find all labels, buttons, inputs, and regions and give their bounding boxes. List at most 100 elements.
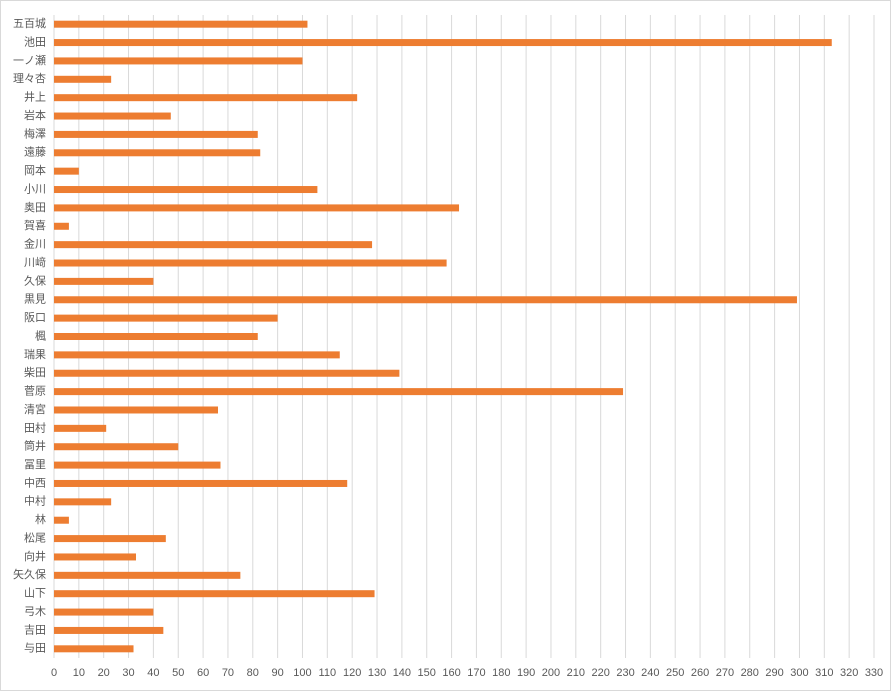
x-tick-label: 200 (542, 667, 560, 679)
y-tick-label: 瑞果 (24, 347, 46, 361)
bar (54, 241, 373, 249)
x-tick-label: 150 (418, 667, 436, 679)
bar (54, 608, 154, 616)
bar (54, 626, 164, 634)
y-tick-label: 一ノ瀬 (13, 53, 46, 67)
x-tick-label: 90 (272, 667, 284, 679)
y-tick-label: 弓木 (24, 605, 46, 618)
x-tick-label: 100 (293, 667, 311, 679)
y-tick-label: 田村 (24, 420, 46, 434)
y-tick-label: 岩本 (24, 108, 46, 122)
x-tick-label: 330 (865, 667, 883, 679)
y-tick-label: 筒井 (24, 439, 46, 453)
x-tick-label: 240 (641, 667, 659, 679)
bar (54, 186, 318, 194)
y-tick-label: 松尾 (24, 530, 46, 544)
y-tick-label: 川﨑 (24, 255, 46, 269)
x-tick-label: 220 (591, 667, 609, 679)
y-tick-label: 久保 (24, 273, 46, 287)
y-tick-label: 山下 (24, 587, 46, 600)
x-tick-label: 170 (467, 667, 485, 679)
y-tick-label: 賀喜 (24, 219, 46, 232)
y-tick-label: 理々杏 (13, 72, 46, 85)
bar (54, 479, 348, 487)
bar (54, 645, 134, 653)
bar (54, 149, 261, 157)
x-tick-label: 50 (172, 667, 184, 679)
bar (54, 167, 79, 175)
y-tick-label: 向井 (24, 549, 46, 563)
x-tick-label: 30 (122, 667, 134, 679)
bar (54, 369, 400, 377)
y-tick-label: 遠藤 (24, 146, 46, 159)
x-tick-label: 250 (666, 667, 684, 679)
bar (54, 20, 308, 28)
bar (54, 130, 258, 138)
x-tick-label: 140 (393, 667, 411, 679)
x-tick-label: 300 (790, 667, 808, 679)
x-tick-label: 320 (840, 667, 858, 679)
x-tick-label: 60 (197, 667, 209, 679)
bar (54, 461, 221, 469)
bar (54, 39, 832, 47)
x-tick-label: 0 (51, 667, 57, 679)
bar (54, 443, 179, 451)
x-tick-label: 190 (517, 667, 535, 679)
y-tick-label: 小川 (24, 182, 46, 195)
bar (54, 553, 136, 561)
y-tick-label: 中西 (24, 476, 46, 489)
x-tick-label: 180 (492, 667, 510, 679)
bar (54, 259, 447, 267)
y-tick-label: 楓 (35, 328, 46, 342)
y-tick-label: 菅原 (24, 385, 46, 398)
bar (54, 112, 171, 120)
bar (54, 75, 112, 83)
y-tick-label: 梅澤 (24, 126, 46, 140)
bar (54, 314, 278, 322)
y-tick-label: 五百城 (13, 17, 46, 30)
x-tick-label: 40 (147, 667, 159, 679)
bar (54, 333, 258, 340)
bar (54, 204, 460, 212)
bar (54, 94, 358, 102)
bar (54, 222, 69, 230)
bar (54, 424, 107, 432)
bar (54, 406, 218, 414)
bar (54, 296, 797, 304)
y-tick-label: 柴田 (24, 365, 46, 379)
y-tick-label: 井上 (24, 90, 46, 104)
bar (54, 535, 166, 543)
y-tick-label: 奥田 (24, 200, 46, 214)
x-tick-label: 210 (567, 667, 585, 679)
x-tick-label: 310 (815, 667, 833, 679)
bar (54, 351, 340, 359)
y-tick-label: 金川 (24, 237, 46, 251)
y-tick-label: 阪口 (24, 310, 46, 324)
x-tick-label: 290 (765, 667, 783, 679)
y-tick-label: 与田 (24, 642, 46, 655)
y-tick-label: 池田 (24, 35, 46, 48)
x-tick-label: 280 (741, 667, 759, 679)
y-tick-label: 吉田 (24, 623, 46, 636)
y-tick-label: 冨里 (24, 458, 46, 471)
bar (54, 516, 69, 524)
y-tick-label: 黒見 (24, 293, 46, 306)
bar (54, 498, 112, 506)
y-tick-label: 岡本 (24, 163, 46, 177)
y-tick-label: 林 (35, 512, 46, 526)
bar (54, 571, 241, 579)
x-tick-label: 110 (319, 667, 337, 679)
x-tick-label: 230 (616, 667, 634, 679)
bar (54, 57, 303, 65)
y-tick-label: 矢久保 (13, 567, 46, 581)
x-tick-label: 10 (73, 667, 85, 679)
bar (54, 388, 624, 396)
y-tick-label: 清宮 (24, 402, 46, 416)
x-tick-label: 70 (222, 667, 234, 679)
x-tick-label: 160 (442, 667, 460, 679)
bar (54, 590, 375, 598)
x-tick-label: 270 (716, 667, 734, 679)
x-tick-label: 130 (368, 667, 386, 679)
x-tick-label: 260 (691, 667, 709, 679)
